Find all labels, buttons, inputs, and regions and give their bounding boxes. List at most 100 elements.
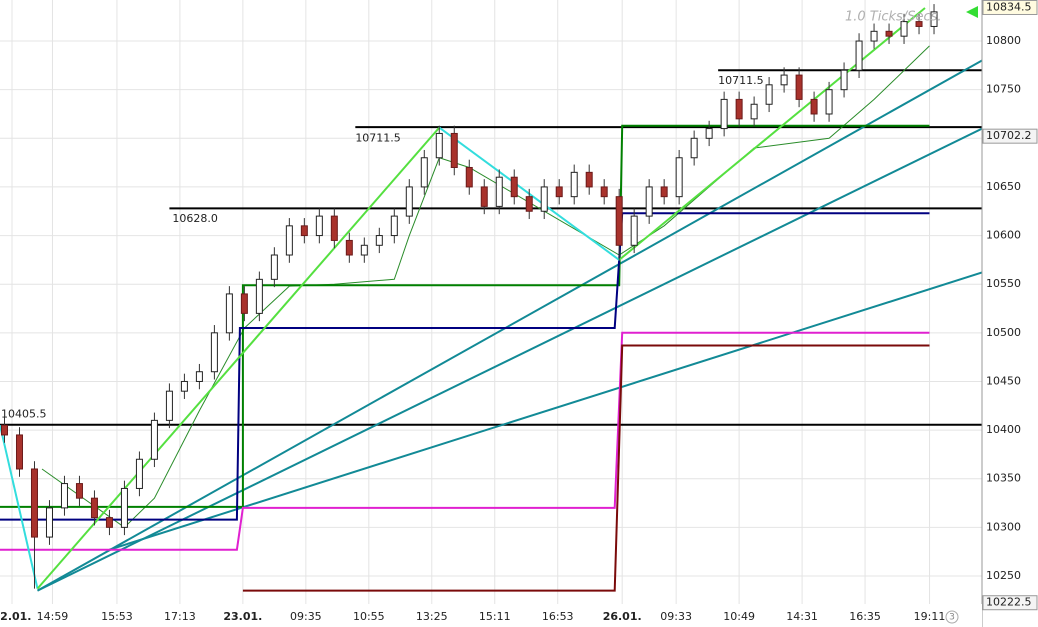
overlay-line <box>36 126 441 590</box>
x-tick-label: 09:33 <box>660 610 692 623</box>
candle-body <box>210 332 218 373</box>
candle-body <box>90 497 98 519</box>
candle-body <box>180 380 188 392</box>
candle-body <box>525 196 533 212</box>
candle-body <box>0 424 8 436</box>
candle-body <box>390 215 398 237</box>
x-axis-panel <box>0 604 982 627</box>
x-tick-label: 26.01. <box>603 610 642 623</box>
candle-body <box>750 103 758 120</box>
level-label: 10628.0 <box>172 212 218 225</box>
y-tick-label: 10600 <box>986 229 1021 242</box>
price-marker-box <box>982 0 1038 15</box>
x-tick-label: 16:35 <box>849 610 881 623</box>
candle-body <box>810 98 818 115</box>
candle-body <box>285 225 293 256</box>
x-tick-label: 14:31 <box>786 610 818 623</box>
candle-body <box>420 157 428 188</box>
price-marker-label: 10834.5 <box>986 0 1032 13</box>
x-tick-label: 15:53 <box>101 610 133 623</box>
candle-body <box>780 74 788 86</box>
candle-body <box>495 176 503 207</box>
level-label: 10711.5 <box>355 131 401 144</box>
level-label: 10711.5 <box>718 74 764 87</box>
overlay-line <box>109 271 982 551</box>
candle-body <box>255 278 263 314</box>
candle-body <box>930 11 938 27</box>
candle-body <box>375 235 383 246</box>
x-tick-label: 10:49 <box>723 610 755 623</box>
candle-body <box>660 186 668 198</box>
candle-body <box>405 186 413 217</box>
price-marker-box <box>982 595 1038 611</box>
candle-body <box>585 171 593 188</box>
candle-body <box>45 507 53 538</box>
x-tick-label: 22.01. <box>0 610 31 623</box>
candle-body <box>135 458 143 489</box>
x-tick-label: 15:11 <box>479 610 511 623</box>
candle-body <box>555 186 563 198</box>
candle-body <box>915 21 923 27</box>
candle-body <box>900 21 908 37</box>
y-tick-label: 10800 <box>986 34 1021 47</box>
candle-body <box>315 215 323 237</box>
candle-body <box>630 215 638 246</box>
x-tick-label: 19:11 <box>914 610 946 623</box>
candle-body <box>705 128 713 139</box>
overlay-line <box>37 127 982 592</box>
price-marker-label: 10222.5 <box>986 596 1032 609</box>
candle-body <box>75 483 83 499</box>
candle-body <box>105 517 113 528</box>
candle-body <box>570 171 578 198</box>
y-tick-label: 10550 <box>986 277 1021 290</box>
candle-body <box>480 186 488 207</box>
candle-body <box>720 98 728 130</box>
candle-body <box>675 157 683 198</box>
y-tick-label: 10750 <box>986 83 1021 96</box>
overlay-line <box>618 7 926 261</box>
candle-body <box>60 483 68 509</box>
overlay-line <box>242 344 930 592</box>
candle-body <box>165 390 173 421</box>
candle-body <box>120 487 128 528</box>
candle-body <box>300 225 308 237</box>
overlays <box>0 7 982 592</box>
candle-body <box>600 186 608 198</box>
candle-body <box>690 137 698 159</box>
badge: 3 <box>949 613 955 623</box>
x-tick-label: 14:59 <box>37 610 69 623</box>
price-marker-label: 10702.2 <box>986 129 1032 142</box>
level-label: 10405.5 <box>1 408 47 421</box>
candle-body <box>510 176 518 198</box>
candle-body <box>270 254 278 280</box>
y-tick-label: 10400 <box>986 423 1021 436</box>
y-tick-label: 10650 <box>986 180 1021 193</box>
overlay-line <box>0 124 930 508</box>
candle-body <box>345 239 353 256</box>
price-marker-box <box>982 128 1038 144</box>
y-tick-label: 10250 <box>986 569 1021 582</box>
candle-body <box>840 69 848 91</box>
y-tick-label: 10350 <box>986 472 1021 485</box>
price-arrow <box>966 6 978 18</box>
candle-body <box>195 371 203 382</box>
overlay-line <box>0 212 930 521</box>
candle-body <box>870 30 878 42</box>
candle-body <box>30 468 38 538</box>
y-axis-panel <box>982 0 1038 627</box>
grid <box>0 0 982 604</box>
candle-body <box>465 166 473 188</box>
badge-circle <box>945 610 959 624</box>
candle-body <box>330 215 338 241</box>
y-tick-label: 10300 <box>986 520 1021 533</box>
x-tick-label: 16:53 <box>542 610 574 623</box>
candles <box>0 4 938 589</box>
overlay-line <box>37 59 982 592</box>
x-tick-label: 23.01. <box>223 610 262 623</box>
y-tick-label: 10500 <box>986 326 1021 339</box>
candle-body <box>450 132 458 168</box>
candle-body <box>615 196 623 246</box>
overlay-line <box>0 331 930 551</box>
